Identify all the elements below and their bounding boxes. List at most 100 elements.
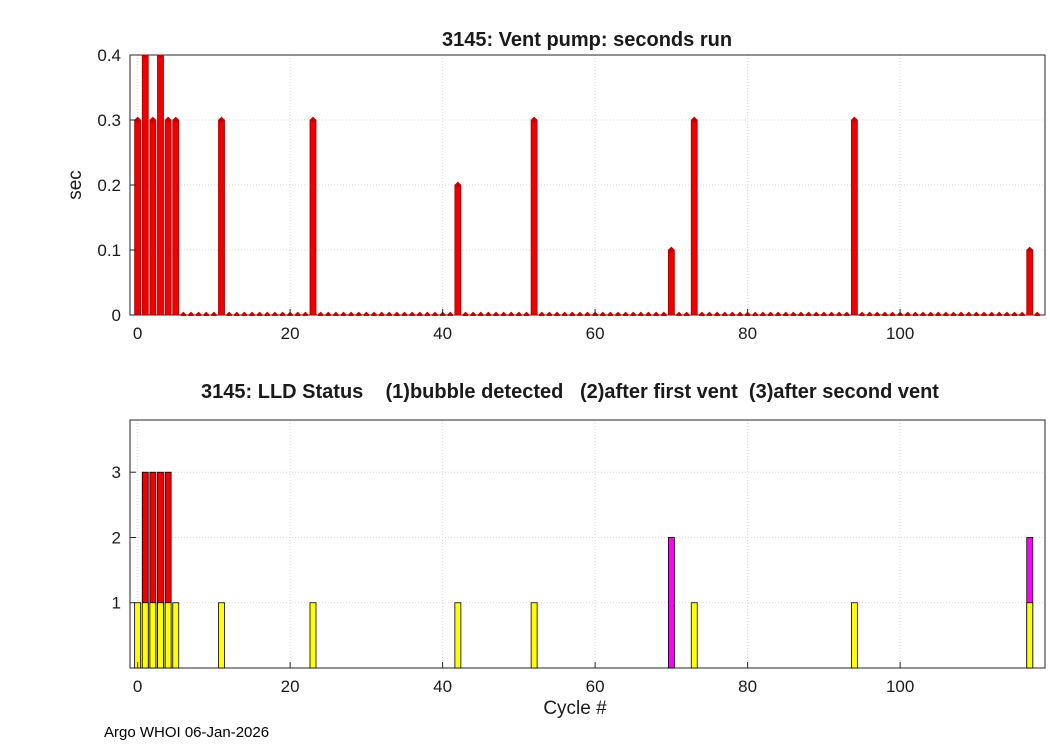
diamond-marker-cycle-98: [881, 311, 889, 316]
diamond-marker-cycle-69: [660, 311, 668, 316]
top-chart-ylabel: sec: [65, 170, 86, 200]
bar-status-1-bubble-detected-cycle-0: [134, 602, 142, 669]
diamond-marker-cycle-46: [484, 311, 492, 316]
x-tick-label: 0: [133, 324, 142, 343]
diamond-marker-cycle-31: [370, 311, 378, 316]
bar-status-2-after-first-vent-cycle-70: [667, 537, 675, 669]
diamond-marker-cycle-5: [172, 116, 180, 124]
x-tick-label: 40: [433, 324, 452, 343]
diamond-marker-cycle-14: [240, 311, 248, 316]
bar-status-1-bubble-detected-cycle-73: [690, 602, 698, 669]
diamond-marker-cycle-73: [690, 116, 698, 124]
diamond-marker-cycle-84: [774, 311, 782, 316]
diamond-marker-cycle-64: [622, 311, 630, 316]
diamond-marker-cycle-11: [218, 116, 225, 124]
diamond-marker-cycle-115: [1011, 311, 1018, 316]
diamond-marker-cycle-10: [210, 311, 218, 316]
bar-vent-pump-seconds-cycle-52: [530, 119, 538, 316]
top-chart-title: 3145: Vent pump: seconds run: [441, 29, 733, 51]
diamond-marker-cycle-107: [950, 311, 957, 316]
diamond-marker-cycle-19: [279, 311, 286, 316]
diamond-marker-cycle-42: [454, 181, 462, 189]
diamond-marker-cycle-102: [911, 311, 919, 316]
diamond-marker-cycle-43: [462, 311, 469, 316]
y-tick-label: 2: [112, 528, 121, 547]
bar-vent-pump-seconds-cycle-70: [667, 249, 675, 316]
diamond-marker-cycle-96: [866, 311, 874, 316]
diamond-marker-cycle-48: [500, 311, 508, 316]
diamond-marker-cycle-83: [767, 311, 774, 316]
x-tick-label: 80: [738, 677, 757, 696]
diamond-marker-cycle-32: [378, 311, 386, 316]
diamond-marker-cycle-24: [317, 311, 325, 316]
diamond-marker-cycle-13: [233, 311, 241, 316]
y-tick-label: 0: [112, 306, 121, 325]
chart-lld-status: 0 20 40 60 80 100 1 2 3: [112, 419, 1046, 696]
diamond-marker-cycle-38: [423, 311, 431, 316]
bar-vent-pump-seconds-cycle-42: [454, 184, 462, 316]
diamond-marker-cycle-15: [248, 311, 256, 316]
diamond-marker-cycle-76: [713, 311, 721, 316]
diamond-marker-cycle-68: [652, 311, 660, 316]
diamond-marker-cycle-79: [736, 311, 744, 316]
bar-status-1-bubble-detected-cycle-52: [530, 602, 538, 669]
axes-box: [129, 419, 1046, 669]
diamond-marker-cycle-95: [858, 311, 866, 316]
diamond-marker-cycle-56: [561, 311, 569, 316]
diamond-marker-cycle-61: [599, 311, 607, 316]
diamond-marker-cycle-94: [850, 116, 858, 124]
diamond-marker-cycle-117: [1026, 246, 1034, 254]
figure-footer: Argo WHOI 06-Jan-2026: [104, 724, 270, 741]
bar-status-1-bubble-detected-cycle-4: [164, 602, 172, 669]
diamond-marker-cycle-93: [843, 311, 851, 316]
diamond-marker-cycle-109: [965, 311, 973, 316]
diamond-marker-cycle-105: [934, 311, 942, 316]
bar-vent-pump-seconds-cycle-4: [164, 119, 172, 316]
diamond-marker-cycle-45: [477, 311, 485, 316]
x-tick-label: 100: [886, 324, 914, 343]
tick-labels: 0 20 40 60 80 100 0 0.1 0.2 0.3 0.4: [97, 46, 914, 343]
bar-status-1-bubble-detected-cycle-2: [149, 602, 157, 669]
diamond-marker-cycle-89: [812, 311, 820, 316]
x-tick-label: 0: [133, 677, 142, 696]
bar-vent-pump-seconds-cycle-11: [218, 119, 225, 316]
bottom-chart-title: 3145: LLD Status (1)bubble detected (2)a…: [201, 381, 939, 403]
diamond-marker-cycle-67: [645, 311, 652, 316]
diamond-marker-cycle-55: [553, 311, 561, 316]
diamond-marker-cycle-86: [789, 311, 797, 316]
diamond-marker-cycle-110: [972, 311, 980, 316]
bar-status-1-bubble-detected-cycle-117: [1026, 602, 1034, 669]
diamond-marker-cycle-108: [957, 311, 965, 316]
diamond-marker-cycle-87: [797, 311, 805, 316]
x-tick-label: 100: [886, 677, 914, 696]
diamond-marker-cycle-21: [294, 311, 302, 316]
grid-lines: [130, 420, 1045, 668]
tick-marks: [130, 54, 901, 316]
diamond-marker-cycle-63: [614, 311, 622, 316]
diamond-marker-cycle-29: [355, 311, 363, 316]
diamond-marker-cycle-22: [301, 311, 309, 316]
x-tick-label: 60: [586, 324, 605, 343]
diamond-marker-cycle-1: [141, 54, 149, 59]
diamond-marker-cycle-18: [271, 311, 279, 316]
diamond-marker-cycle-8: [195, 311, 203, 316]
diamond-marker-cycle-75: [706, 311, 713, 316]
x-tick-label: 20: [281, 677, 300, 696]
bar-status-1-bubble-detected-cycle-11: [218, 602, 225, 669]
diamond-marker-cycle-114: [1003, 311, 1011, 316]
chart-vent-pump: 0 20 40 60 80 100 0 0.1 0.2 0.3 0.4: [97, 46, 1046, 343]
bar-vent-pump-seconds-cycle-73: [690, 119, 698, 316]
grid-lines: [130, 54, 1045, 316]
diamond-marker-cycle-113: [995, 311, 1003, 316]
diamond-marker-cycle-88: [805, 311, 813, 316]
y-tick-label: 0.1: [97, 241, 121, 260]
diamond-marker-cycle-12: [225, 311, 233, 316]
diamond-marker-cycle-4: [164, 116, 172, 124]
bar-vent-pump-seconds-cycle-0: [134, 119, 142, 316]
bar-status-1-bubble-detected-cycle-5: [172, 602, 180, 669]
diamond-marker-cycle-97: [873, 311, 881, 316]
bar-vent-pump-seconds-cycle-5: [172, 119, 180, 316]
diamond-marker-cycle-81: [751, 311, 759, 316]
